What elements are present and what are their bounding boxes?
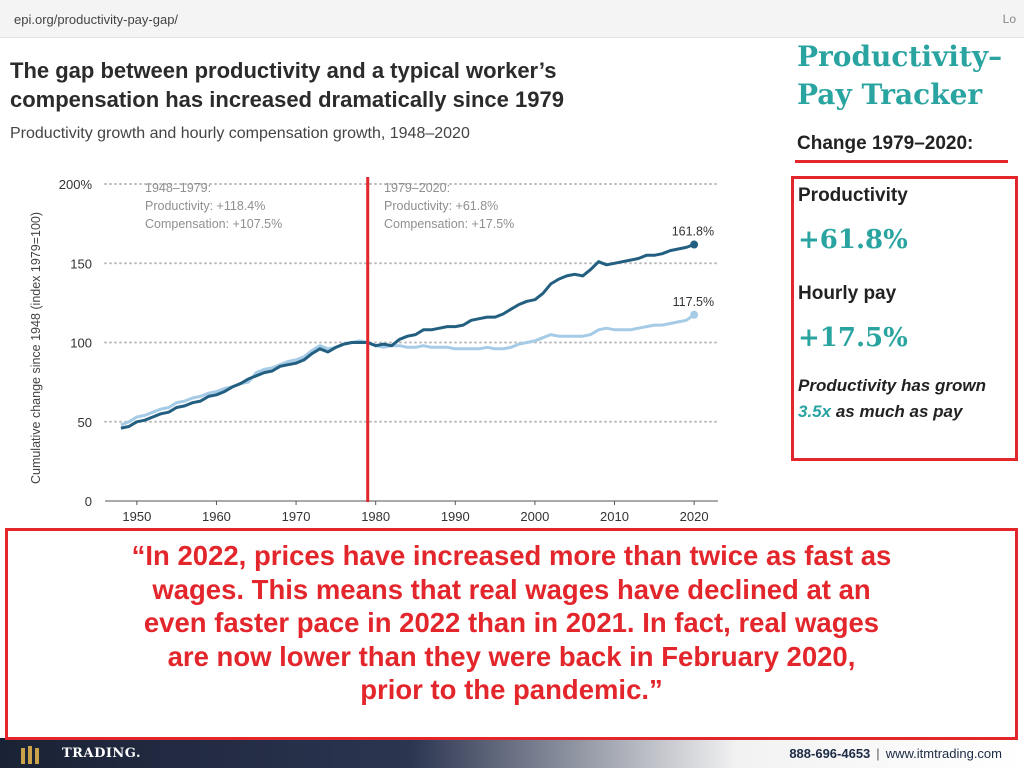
url-text[interactable]: epi.org/productivity-pay-gap/	[14, 12, 179, 27]
annotation-line: Productivity: +61.8%	[384, 199, 498, 213]
x-tick-label: 2000	[520, 509, 549, 524]
footer-website[interactable]: www.itmtrading.com	[885, 746, 1002, 761]
productivity-vs-pay-note: Productivity has grown 3.5x as much as p…	[798, 373, 1016, 425]
y-tick-label: 0	[85, 494, 92, 509]
grid-lines	[104, 183, 719, 502]
annotation-line: Compensation: +107.5%	[145, 217, 282, 231]
y-axis-label: Cumulative change since 1948 (index 1979…	[29, 212, 43, 484]
annotation-line: Productivity: +118.4%	[145, 199, 265, 213]
footer-phone: 888-696-4653	[789, 746, 871, 761]
y-tick-label: 200%	[59, 177, 93, 192]
x-tick-label: 1970	[282, 509, 311, 524]
tracker-box: Productivity +61.8% Hourly pay +17.5% Pr…	[791, 176, 1018, 461]
x-tick-label: 1980	[361, 509, 390, 524]
x-tick-label: 1950	[122, 509, 151, 524]
footer-brand: TRADING.	[62, 746, 141, 761]
x-tick-labels: 1950 1960 1970 1980 1990 2000 2010 2020	[122, 501, 709, 524]
x-tick-label: 1960	[202, 509, 231, 524]
hourly-pay-label: Hourly pay	[798, 283, 897, 304]
y-tick-labels: 0 50 100 150 200%	[59, 177, 93, 509]
y-tick-label: 150	[70, 256, 92, 271]
quote-line: even faster pace in 2022 than in 2021. I…	[143, 607, 880, 638]
itm-logo-icon	[21, 746, 39, 764]
x-tick-label: 2020	[680, 509, 709, 524]
footer-separator: |	[876, 746, 880, 761]
x-tick-label: 1990	[441, 509, 470, 524]
y-tick-label: 50	[78, 415, 92, 430]
compensation-line	[120, 313, 695, 427]
annotation-1948-1979: 1948–1979: Productivity: +118.4% Compensat…	[145, 181, 282, 231]
x-tick-label: 2010	[600, 509, 629, 524]
annotation-line: 1948–1979:	[145, 181, 211, 195]
annotation-line: Compensation: +17.5%	[384, 217, 514, 231]
tracker-title: Productivity–Pay Tracker	[797, 40, 1003, 111]
compensation-end-label: 117.5%	[673, 295, 714, 309]
note-suffix: as much as pay	[831, 402, 963, 421]
endpoint-markers: 161.8% 117.5%	[672, 225, 714, 319]
url-bar-edge-text: Lo	[1002, 12, 1016, 26]
quote-line: are now lower than they were back in Feb…	[167, 640, 856, 672]
productivity-line	[120, 243, 695, 430]
productivity-pay-chart: 0 50 100 150 200% 1950 1960 1970 1980 1990 2000 20…	[29, 177, 719, 524]
productivity-end-label: 161.8%	[672, 225, 714, 239]
quote-line: prior to the pandemic.”	[360, 674, 663, 705]
annotation-line: 1979–2020:	[384, 181, 450, 195]
quote-box: “In 2022, prices have increased more tha…	[5, 528, 1018, 740]
series-lines	[120, 243, 695, 430]
chart-subtitle: Productivity growth and hourly compensat…	[10, 125, 470, 142]
note-prefix: Productivity has grown	[798, 376, 986, 395]
quote-line: “In 2022, prices have increased more tha…	[131, 540, 892, 571]
tracker-underline	[795, 160, 1008, 163]
y-tick-label: 100	[70, 336, 92, 351]
chart-main-title: The gap between productivity and a typic…	[10, 58, 564, 112]
footer-contact: 888-696-4653 | www.itmtrading.com	[789, 746, 1002, 761]
compensation-endpoint	[690, 310, 699, 319]
annotation-1979-2020: 1979–2020: Productivity: +61.8% Compensati…	[384, 181, 514, 231]
hourly-pay-value: +17.5%	[798, 323, 908, 353]
productivity-label: Productivity	[798, 185, 908, 206]
footer-bar: TRADING. 888-696-4653 | www.itmtrading.com	[0, 738, 1024, 768]
productivity-endpoint	[690, 240, 699, 249]
note-highlight: 3.5x	[798, 402, 832, 421]
browser-url-bar[interactable]: epi.org/productivity-pay-gap/ Lo	[0, 0, 1024, 38]
quote-text: “In 2022, prices have increased more tha…	[18, 539, 1005, 707]
productivity-value: +61.8%	[798, 225, 908, 255]
quote-line: wages. This means that real wages have d…	[152, 573, 871, 605]
tracker-change-label: Change 1979–2020:	[797, 133, 974, 154]
